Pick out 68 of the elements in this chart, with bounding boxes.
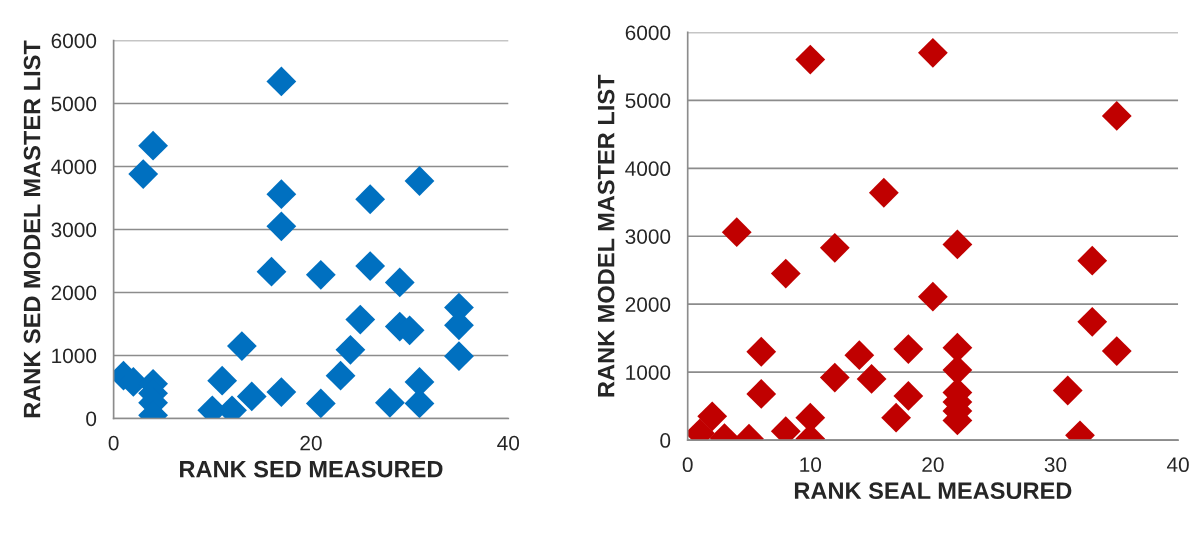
- x-axis-title: RANK SEAL MEASURED: [794, 482, 1072, 500]
- y-tick-label: 4000: [625, 161, 671, 177]
- x-tick-label: 0: [682, 457, 693, 473]
- y-axis-title: RANK MODEL MASTER LIST: [597, 74, 615, 397]
- y-tick-label: 2000: [51, 285, 97, 301]
- y-tick-label: 3000: [625, 229, 671, 244]
- y-tick-label: 2000: [625, 297, 671, 312]
- y-tick-label: 1000: [52, 348, 97, 364]
- point: [917, 281, 948, 312]
- y-axis-title: RANK SED MODEL MASTER LIST: [23, 40, 41, 418]
- point: [128, 159, 159, 189]
- point: [746, 379, 777, 409]
- point: [721, 217, 752, 248]
- y-tick-label: 3000: [51, 222, 97, 238]
- y-tick-label: 1000: [626, 365, 671, 380]
- point: [325, 360, 356, 391]
- point: [384, 267, 415, 298]
- point: [335, 334, 366, 365]
- y-tick-label: 4000: [51, 159, 97, 175]
- point: [236, 381, 267, 412]
- point: [305, 259, 336, 290]
- point: [856, 364, 887, 394]
- point: [1077, 306, 1108, 337]
- point: [770, 258, 801, 289]
- point: [355, 251, 386, 281]
- point: [266, 377, 297, 407]
- point: [266, 211, 297, 242]
- point: [207, 365, 238, 396]
- point: [256, 256, 287, 287]
- y-tick-label: 6000: [625, 25, 671, 41]
- y-tick-label: 6000: [51, 33, 97, 49]
- x-axis-title: RANK SED MEASURED: [180, 460, 443, 478]
- x-tick-label: 40: [1166, 457, 1189, 473]
- point: [227, 331, 257, 361]
- x-tick-label: 20: [300, 435, 322, 451]
- point: [917, 37, 948, 68]
- x-tick-label: 20: [922, 457, 944, 473]
- point: [345, 304, 376, 335]
- x-tick-label: 30: [1044, 457, 1067, 473]
- point: [1101, 336, 1132, 366]
- point: [305, 388, 336, 419]
- point: [881, 402, 911, 433]
- y-tick-label: 5000: [51, 96, 97, 112]
- x-tick-label: 10: [800, 457, 822, 473]
- point: [375, 387, 405, 418]
- point: [795, 44, 826, 75]
- point: [893, 381, 924, 411]
- point: [844, 340, 875, 371]
- point: [355, 184, 386, 215]
- y-tick-label: 5000: [625, 93, 671, 109]
- point: [266, 66, 297, 97]
- point: [266, 179, 297, 210]
- point: [404, 166, 435, 196]
- point: [444, 341, 474, 372]
- x-tick-label: 0: [108, 435, 119, 451]
- point: [746, 336, 777, 367]
- y-tick-label: 0: [86, 411, 97, 427]
- point: [138, 130, 168, 161]
- point: [868, 177, 899, 208]
- point: [893, 334, 924, 364]
- point: [1101, 101, 1132, 131]
- point: [819, 362, 850, 393]
- point: [819, 232, 850, 263]
- x-tick-label: 40: [497, 435, 520, 451]
- point: [1077, 245, 1108, 276]
- point: [697, 401, 728, 432]
- point: [942, 229, 973, 260]
- point: [1052, 375, 1083, 406]
